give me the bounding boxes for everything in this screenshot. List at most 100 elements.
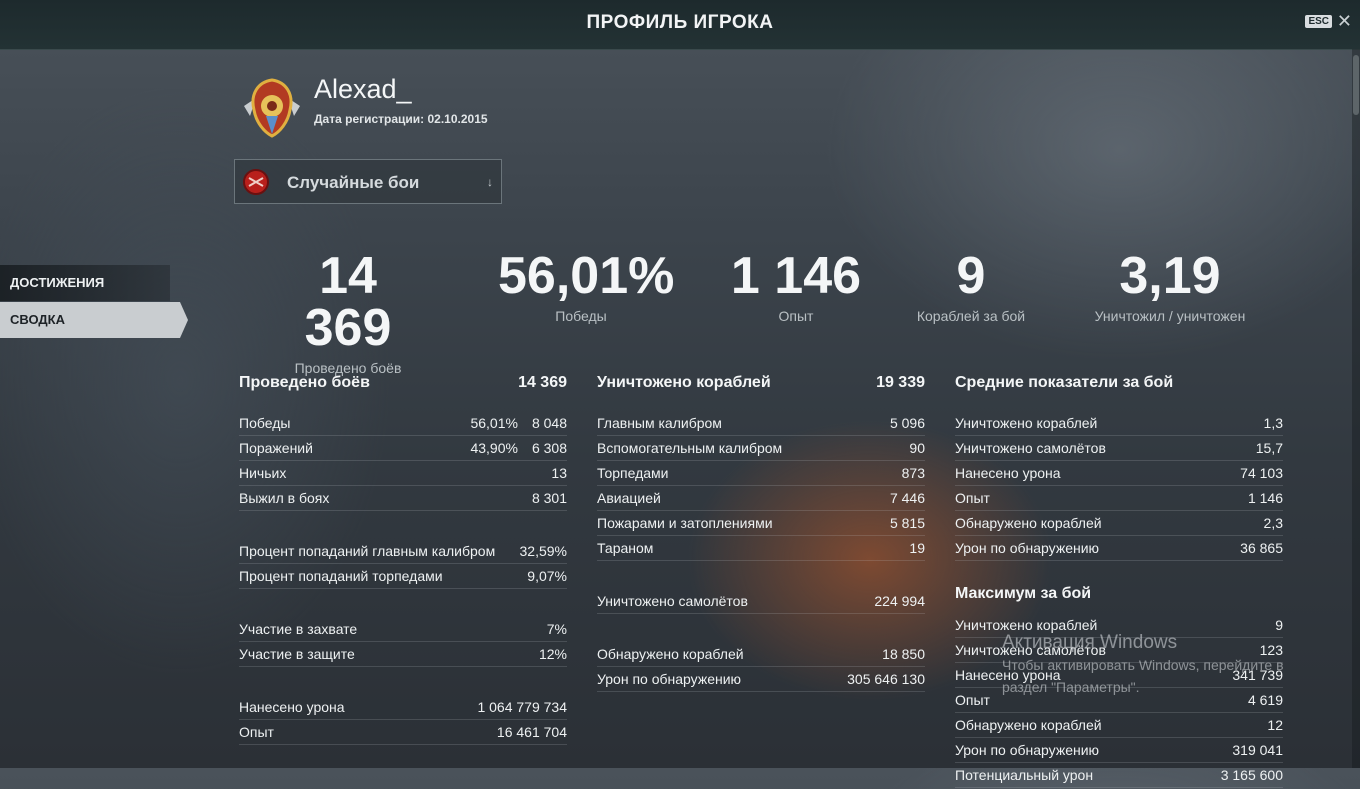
stat-row: Урон по обнаружению 319 041	[955, 739, 1283, 763]
summary-label: Кораблей за бой	[916, 308, 1026, 324]
stat-value: 1 146	[1247, 490, 1283, 506]
scrollbar-thumb[interactable]	[1353, 55, 1359, 115]
stat-value: 7%	[546, 621, 567, 637]
averages-column: Средние показатели за бой Уничтожено кор…	[955, 374, 1283, 789]
top-bar: ПРОФИЛЬ ИГРОКА ESC ✕	[0, 0, 1360, 50]
averages-title: Средние показатели за бой	[955, 374, 1174, 391]
battles-title: Проведено боёв	[239, 374, 370, 391]
stat-label: Процент попаданий торпедами	[239, 568, 443, 584]
summary-value: 3,19	[1119, 247, 1221, 305]
player-rank-emblem-icon	[244, 78, 300, 138]
summary-value: 9	[956, 247, 986, 305]
stat-value: 5 815	[889, 515, 925, 531]
stat-value: 18 850	[882, 646, 925, 662]
close-icon[interactable]: ✕	[1336, 11, 1352, 31]
side-nav: ДОСТИЖЕНИЯ СВОДКА	[0, 265, 188, 339]
stat-value: 3 165 600	[1220, 767, 1283, 783]
stat-value: 12	[1267, 717, 1283, 733]
stat-row: Участие в захвате 7%	[239, 618, 567, 642]
esc-key-hint[interactable]: ESC	[1305, 15, 1332, 28]
stat-value: 12%	[538, 646, 567, 662]
destroyed-header: Уничтожено кораблей 19 339	[597, 374, 925, 394]
stat-row: Уничтожено самолётов 123	[955, 639, 1283, 663]
stat-value: 1 064 779 734	[477, 699, 567, 715]
stat-value: 9,07%	[527, 568, 567, 584]
summary-kd: 3,19 Уничтожил / уничтожен	[1084, 250, 1256, 324]
stat-row: Победы 56,01% 8 048	[239, 412, 567, 436]
summary-value: 14 369	[304, 247, 392, 357]
battle-type-dropdown[interactable]: Случайные бои ↓	[234, 159, 502, 204]
player-name: Alexad_	[314, 74, 412, 104]
stat-row: Ничьих 13	[239, 462, 567, 486]
stat-label: Участие в захвате	[239, 621, 358, 637]
stat-value: 74 103	[1240, 465, 1283, 481]
battle-type-label: Случайные бои	[287, 173, 420, 192]
stat-label: Урон по обнаружению	[955, 742, 1100, 758]
stat-row: Опыт 16 461 704	[239, 721, 567, 745]
stat-row: Выжил в боях 8 301	[239, 487, 567, 511]
stat-label: Уничтожено самолётов	[597, 593, 748, 609]
stat-row: Поражений 43,90% 6 308	[239, 437, 567, 461]
battles-column: Проведено боёв 14 369 Победы 56,01% 8 048…	[239, 374, 567, 746]
stat-label: Опыт	[955, 692, 990, 708]
stat-row: Процент попаданий торпедами 9,07%	[239, 565, 567, 589]
stat-label: Уничтожено кораблей	[955, 617, 1098, 633]
stat-row: Уничтожено самолётов 15,7	[955, 437, 1283, 461]
stat-label: Опыт	[239, 724, 274, 740]
stat-label: Вспомогательным калибром	[597, 440, 783, 456]
stat-label: Урон по обнаружению	[597, 671, 742, 687]
stat-label: Авиацией	[597, 490, 661, 506]
stat-row: Пожарами и затоплениями 5 815	[597, 512, 925, 536]
stat-label: Обнаружено кораблей	[955, 515, 1102, 531]
chevron-down-icon: ↓	[487, 175, 493, 189]
stat-value: 13	[551, 465, 567, 481]
stat-value: 16 461 704	[496, 724, 567, 740]
maximum-header: Максимум за бой	[955, 580, 1283, 608]
stat-value: 4 619	[1247, 692, 1283, 708]
stat-percent: 43,90%	[470, 440, 518, 456]
stat-value: 7 446	[889, 490, 925, 506]
stat-label: Главным калибром	[597, 415, 722, 431]
page-title: ПРОФИЛЬ ИГРОКА	[586, 12, 774, 33]
nav-item-achievements[interactable]: ДОСТИЖЕНИЯ	[0, 265, 170, 301]
stat-value: 90	[909, 440, 925, 456]
stat-value: 6 308	[531, 440, 567, 456]
stat-row: Нанесено урона 1 064 779 734	[239, 696, 567, 720]
stat-label: Уничтожено кораблей	[955, 415, 1098, 431]
stat-label: Нанесено урона	[955, 465, 1061, 481]
stat-label: Уничтожено самолётов	[955, 440, 1106, 456]
scrollbar[interactable]	[1352, 49, 1360, 768]
stat-value: 2,3	[1263, 515, 1283, 531]
stat-label: Потенциальный урон	[955, 767, 1094, 783]
stat-row: Опыт 1 146	[955, 487, 1283, 511]
summary-label: Уничтожил / уничтожен	[1094, 308, 1246, 324]
stat-label: Участие в защите	[239, 646, 355, 662]
stat-value: 36 865	[1240, 540, 1283, 556]
stat-label: Выжил в боях	[239, 490, 330, 506]
stat-value: 305 646 130	[847, 671, 925, 687]
stat-label: Обнаружено кораблей	[597, 646, 744, 662]
random-battles-icon	[243, 169, 269, 195]
summary-label: Опыт	[778, 308, 814, 324]
stat-row: Уничтожено самолётов 224 994	[597, 590, 925, 614]
stat-row: Вспомогательным калибром 90	[597, 437, 925, 461]
stat-label: Пожарами и затоплениями	[597, 515, 773, 531]
stat-label: Победы	[239, 415, 291, 431]
stat-row: Процент попаданий главным калибром 32,59…	[239, 540, 567, 564]
destroyed-total: 19 339	[876, 374, 925, 391]
stat-row: Торпедами 873	[597, 462, 925, 486]
stat-row: Главным калибром 5 096	[597, 412, 925, 436]
destroyed-column: Уничтожено кораблей 19 339 Главным калиб…	[597, 374, 925, 693]
maximum-title: Максимум за бой	[955, 585, 1092, 602]
stat-percent: 56,01%	[470, 415, 518, 431]
stat-row: Обнаружено кораблей 2,3	[955, 512, 1283, 536]
stat-row: Урон по обнаружению 36 865	[955, 537, 1283, 561]
averages-header: Средние показатели за бой	[955, 374, 1283, 394]
stat-label: Поражений	[239, 440, 313, 456]
summary-exp: 1 146 Опыт	[728, 250, 864, 324]
stat-label: Нанесено урона	[955, 667, 1061, 683]
stat-label: Тараном	[597, 540, 654, 556]
nav-item-summary[interactable]: СВОДКА	[0, 302, 188, 338]
stat-label: Нанесено урона	[239, 699, 345, 715]
summary-ships-per-battle: 9 Кораблей за бой	[906, 250, 1036, 324]
